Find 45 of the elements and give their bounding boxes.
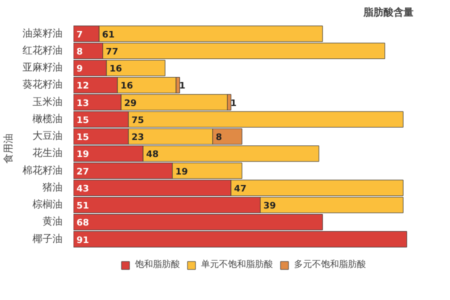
data-label: 12 — [76, 82, 90, 92]
legend-label: 单元不饱和脂肪酸 — [201, 258, 273, 271]
data-label: 48 — [146, 150, 159, 160]
data-label: 9 — [76, 64, 83, 75]
legend-label: 多元不饱和脂肪酸 — [294, 258, 366, 271]
data-label: 77 — [106, 47, 118, 58]
data-label: 29 — [124, 98, 137, 109]
data-label: 19 — [175, 167, 188, 178]
data-label: 68 — [76, 218, 90, 229]
y-tick-label: 椰子油 — [32, 232, 62, 245]
data-label: 16 — [120, 82, 133, 92]
data-label: 15 — [76, 133, 90, 144]
y-tick-label: 大豆油 — [32, 130, 62, 142]
data-label: 61 — [102, 30, 115, 40]
data-label: 8 — [216, 133, 222, 144]
y-tick-label: 亚麻籽油 — [22, 62, 62, 74]
y-tick-label: 黄油 — [42, 216, 62, 228]
y-tick-label: 葵花籽油 — [22, 78, 62, 91]
y-tick-label: 猪油 — [42, 181, 62, 194]
y-tick-label: 油菜籽油 — [22, 27, 62, 40]
data-label: 51 — [76, 202, 90, 212]
data-label: 1 — [179, 82, 186, 92]
y-tick-label: 花生油 — [32, 147, 62, 160]
data-label: 19 — [76, 150, 90, 160]
y-tick-label: 棕榈油 — [32, 198, 62, 211]
data-label: 27 — [76, 167, 90, 178]
data-label: 75 — [131, 116, 144, 126]
y-tick-label: 玉米油 — [32, 96, 62, 108]
data-label: 15 — [76, 116, 90, 126]
y-tick-label: 棉花籽油 — [22, 164, 62, 176]
data-label: 7 — [76, 30, 83, 40]
data-label: 13 — [76, 98, 90, 109]
legend-label: 饱和脂肪酸 — [135, 258, 180, 271]
data-label: 43 — [76, 184, 90, 194]
data-label: 47 — [234, 184, 247, 194]
y-tick-label: 橄榄油 — [32, 112, 62, 125]
data-label: 8 — [76, 47, 83, 58]
data-label: 1 — [230, 98, 237, 109]
data-label: 91 — [76, 236, 90, 246]
y-tick-label: 红花籽油 — [22, 44, 62, 56]
data-label: 16 — [109, 64, 122, 75]
data-label: 39 — [263, 202, 276, 212]
y-axis-title: 食用油 — [2, 134, 14, 164]
data-label: 23 — [131, 133, 144, 144]
chart-title: 脂肪酸含量 — [362, 6, 414, 18]
